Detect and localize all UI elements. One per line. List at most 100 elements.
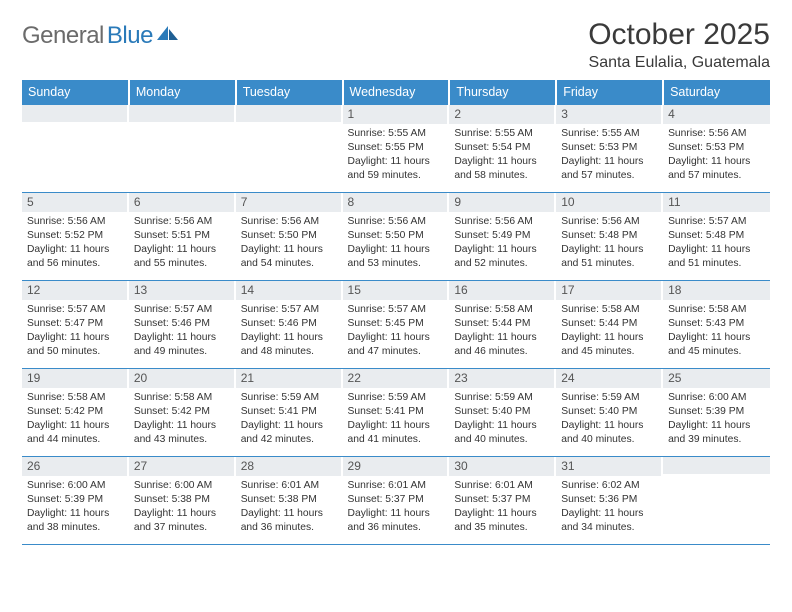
day-line: Sunset: 5:54 PM <box>454 141 552 155</box>
weekday-header: Thursday <box>449 80 556 105</box>
day-line: and 40 minutes. <box>561 433 659 447</box>
day-line: Sunset: 5:41 PM <box>348 405 446 419</box>
day-line: Daylight: 11 hours <box>241 507 339 521</box>
day-cell: 28 Sunrise: 6:01 AMSunset: 5:38 PMDayligh… <box>236 457 343 545</box>
day-line: Sunrise: 5:56 AM <box>348 215 446 229</box>
day-line: and 47 minutes. <box>348 345 446 359</box>
day-body: Sunrise: 5:59 AMSunset: 5:41 PMDaylight:… <box>343 388 450 450</box>
weekday-header: Sunday <box>22 80 129 105</box>
day-body: Sunrise: 5:58 AMSunset: 5:44 PMDaylight:… <box>449 300 556 362</box>
day-line: Sunrise: 5:56 AM <box>454 215 552 229</box>
day-cell: 29Sunrise: 6:01 AMSunset: 5:37 PMDayligh… <box>343 457 450 545</box>
day-body: Sunrise: 5:58 AMSunset: 5:44 PMDaylight:… <box>556 300 663 362</box>
day-body: Sunrise: 5:57 AMSunset: 5:45 PMDaylight:… <box>343 300 450 362</box>
day-line: and 56 minutes. <box>27 257 125 271</box>
day-cell: 1Sunrise: 5:55 AMSunset: 5:55 PMDaylight… <box>343 105 450 193</box>
month-title: October 2025 <box>588 18 770 52</box>
day-body: Sunrise: 5:59 AMSunset: 5:40 PMDaylight:… <box>449 388 556 450</box>
day-body: Sunrise: 5:57 AMSunset: 5:46 PMDaylight:… <box>236 300 343 362</box>
day-cell: 11Sunrise: 5:57 AMSunset: 5:48 PMDayligh… <box>663 193 770 281</box>
day-line: Sunset: 5:48 PM <box>561 229 659 243</box>
day-line: and 58 minutes. <box>454 169 552 183</box>
day-number <box>129 105 236 122</box>
day-line: and 45 minutes. <box>668 345 766 359</box>
day-cell <box>663 457 770 545</box>
day-line: Sunset: 5:38 PM <box>134 493 232 507</box>
day-body <box>129 122 236 182</box>
day-number: 1 <box>343 105 450 124</box>
day-line: Daylight: 11 hours <box>241 419 339 433</box>
day-body <box>236 122 343 182</box>
day-line: and 42 minutes. <box>241 433 339 447</box>
day-body: Sunrise: 5:56 AMSunset: 5:51 PMDaylight:… <box>129 212 236 274</box>
day-number <box>663 457 770 474</box>
day-line: Sunset: 5:46 PM <box>134 317 232 331</box>
day-cell: 3Sunrise: 5:55 AMSunset: 5:53 PMDaylight… <box>556 105 663 193</box>
day-line: Daylight: 11 hours <box>134 243 232 257</box>
day-line: Sunrise: 5:58 AM <box>454 303 552 317</box>
day-cell: 13Sunrise: 5:57 AMSunset: 5:46 PMDayligh… <box>129 281 236 369</box>
day-line: Sunrise: 5:59 AM <box>454 391 552 405</box>
day-line: Sunset: 5:38 PM <box>241 493 339 507</box>
day-body: Sunrise: 5:56 AMSunset: 5:50 PMDaylight:… <box>236 212 343 274</box>
day-line: Sunset: 5:53 PM <box>561 141 659 155</box>
week-row: 26 Sunrise: 6:00 AMSunset: 5:39 PM Dayligh… <box>22 457 770 545</box>
day-line: Sunrise: 5:56 AM <box>134 215 232 229</box>
day-body: Sunrise: 5:56 AMSunset: 5:49 PMDaylight:… <box>449 212 556 274</box>
day-line: and 44 minutes. <box>27 433 125 447</box>
day-number: 15 <box>343 281 450 300</box>
header: GeneralBlue October 2025 Santa Eulalia, … <box>22 18 770 72</box>
day-number: 24 <box>556 369 663 388</box>
day-number: 29 <box>343 457 450 476</box>
day-line: Sunrise: 5:55 AM <box>561 127 659 141</box>
day-body: Sunrise: 5:55 AMSunset: 5:54 PMDaylight:… <box>449 124 556 186</box>
day-line: and 40 minutes. <box>454 433 552 447</box>
day-body: Sunrise: 5:58 AMSunset: 5:43 PMDaylight:… <box>663 300 770 362</box>
day-line: Sunset: 5:39 PM <box>27 493 125 507</box>
day-line: Daylight: 11 hours <box>27 243 125 257</box>
day-line: Daylight: 11 hours <box>134 507 232 521</box>
day-line: and 36 minutes. <box>241 521 339 535</box>
day-line: and 36 minutes. <box>348 521 446 535</box>
day-line: Daylight: 11 hours <box>454 331 552 345</box>
day-number: 17 <box>556 281 663 300</box>
day-line: Sunrise: 6:00 AM <box>27 479 125 493</box>
day-line: Daylight: 11 hours <box>668 419 766 433</box>
weekday-header: Friday <box>556 80 663 105</box>
day-body: Sunrise: 5:58 AMSunset: 5:42 PMDaylight:… <box>22 388 129 450</box>
day-line: Daylight: 11 hours <box>454 507 552 521</box>
day-number: 28 <box>236 457 343 476</box>
day-line: Sunset: 5:40 PM <box>454 405 552 419</box>
day-line: Daylight: 11 hours <box>561 331 659 345</box>
day-body: Sunrise: 5:57 AMSunset: 5:46 PMDaylight:… <box>129 300 236 362</box>
day-number: 30 <box>449 457 556 476</box>
day-line: Sunrise: 5:57 AM <box>134 303 232 317</box>
day-line: Sunset: 5:37 PM <box>348 493 446 507</box>
day-number: 6 <box>129 193 236 212</box>
day-line: Daylight: 11 hours <box>241 331 339 345</box>
logo-sail-icon <box>157 26 179 40</box>
day-line: Daylight: 11 hours <box>27 419 125 433</box>
day-line: Sunrise: 6:01 AM <box>241 479 339 493</box>
day-cell: 5Sunrise: 5:56 AMSunset: 5:52 PMDaylight… <box>22 193 129 281</box>
day-line: Daylight: 11 hours <box>454 419 552 433</box>
day-line: Daylight: 11 hours <box>561 507 659 521</box>
day-body: Sunrise: 6:00 AMSunset: 5:39 PMDaylight:… <box>663 388 770 450</box>
day-line: Sunset: 5:52 PM <box>27 229 125 243</box>
location: Santa Eulalia, Guatemala <box>588 54 770 72</box>
day-number: 7 <box>236 193 343 212</box>
day-line: Daylight: 11 hours <box>134 419 232 433</box>
day-number: 4 <box>663 105 770 124</box>
day-line: and 35 minutes. <box>454 521 552 535</box>
day-body: Sunrise: 6:01 AMSunset: 5:37 PMDaylight:… <box>343 476 450 538</box>
calendar-table: Sunday Monday Tuesday Wednesday Thursday… <box>22 80 770 545</box>
day-line: Sunset: 5:36 PM <box>561 493 659 507</box>
day-line: and 43 minutes. <box>134 433 232 447</box>
day-cell: 20Sunrise: 5:58 AMSunset: 5:42 PMDayligh… <box>129 369 236 457</box>
day-number: 31 <box>556 457 663 476</box>
day-body: Sunrise: 5:55 AMSunset: 5:55 PMDaylight:… <box>343 124 450 186</box>
day-number: 19 <box>22 369 129 388</box>
day-line: Sunset: 5:46 PM <box>241 317 339 331</box>
day-number: 26 <box>22 457 129 476</box>
day-body: Sunrise: 5:57 AMSunset: 5:47 PMDaylight:… <box>22 300 129 362</box>
